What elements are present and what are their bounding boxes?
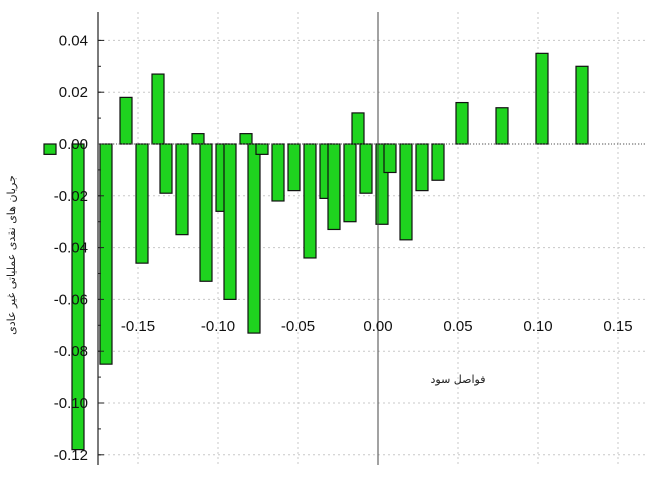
bar bbox=[351, 112, 365, 145]
y-tick-label: -0.10 bbox=[54, 395, 88, 412]
bar bbox=[239, 133, 253, 145]
x-tick-label: 0.10 bbox=[523, 318, 552, 335]
bar bbox=[383, 143, 397, 174]
grid-lines bbox=[98, 12, 645, 465]
bar bbox=[287, 143, 301, 192]
bar bbox=[455, 101, 469, 145]
bar bbox=[135, 143, 149, 264]
bar bbox=[327, 143, 341, 231]
bar bbox=[535, 52, 549, 145]
y-tick-label: -0.04 bbox=[54, 240, 88, 257]
y-tick-label: -0.12 bbox=[54, 447, 88, 464]
bar bbox=[119, 96, 133, 145]
y-tick-label: -0.02 bbox=[54, 188, 88, 205]
bar bbox=[191, 133, 205, 145]
bar bbox=[159, 143, 173, 194]
bar bbox=[255, 143, 269, 155]
bar bbox=[271, 143, 285, 202]
y-tick-label: 0.04 bbox=[59, 32, 88, 49]
bar bbox=[343, 143, 357, 223]
y-tick-label: 0.00 bbox=[59, 136, 88, 153]
x-tick-label: -0.05 bbox=[281, 318, 315, 335]
x-axis-title: فواصل سود bbox=[431, 373, 486, 386]
bar bbox=[43, 143, 57, 155]
bars-group bbox=[43, 52, 589, 451]
x-tick-label: 0.05 bbox=[443, 318, 472, 335]
bar bbox=[151, 73, 165, 145]
y-axis-title: جریان های نقدی عملیاتی غیر عادی bbox=[5, 175, 18, 335]
y-tick-label: -0.06 bbox=[54, 291, 88, 308]
bar bbox=[303, 143, 317, 259]
y-tick-label: -0.08 bbox=[54, 343, 88, 360]
bar bbox=[175, 143, 189, 236]
x-tick-label: 0.00 bbox=[363, 318, 392, 335]
x-tick-label: -0.10 bbox=[201, 318, 235, 335]
bar bbox=[71, 143, 85, 451]
x-tick-label: 0.15 bbox=[603, 318, 632, 335]
bar bbox=[223, 143, 237, 300]
bar bbox=[247, 143, 261, 334]
axes-group bbox=[97, 12, 645, 465]
bar bbox=[399, 143, 413, 241]
bar bbox=[99, 143, 113, 365]
bar bbox=[575, 65, 589, 145]
bar bbox=[199, 143, 213, 282]
bar bbox=[359, 143, 373, 194]
x-tick-label: -0.15 bbox=[121, 318, 155, 335]
bar bbox=[431, 143, 445, 181]
bar bbox=[415, 143, 429, 192]
bar bbox=[495, 107, 509, 145]
x-tick-labels: -0.15 -0.10 -0.05 0.00 0.05 0.10 0.15 bbox=[121, 318, 633, 335]
y-tick-label: 0.02 bbox=[59, 84, 88, 101]
y-tick-labels: 0.04 0.02 0.00 -0.02 -0.04 -0.06 -0.08 -0.10 -0.… bbox=[54, 32, 88, 463]
